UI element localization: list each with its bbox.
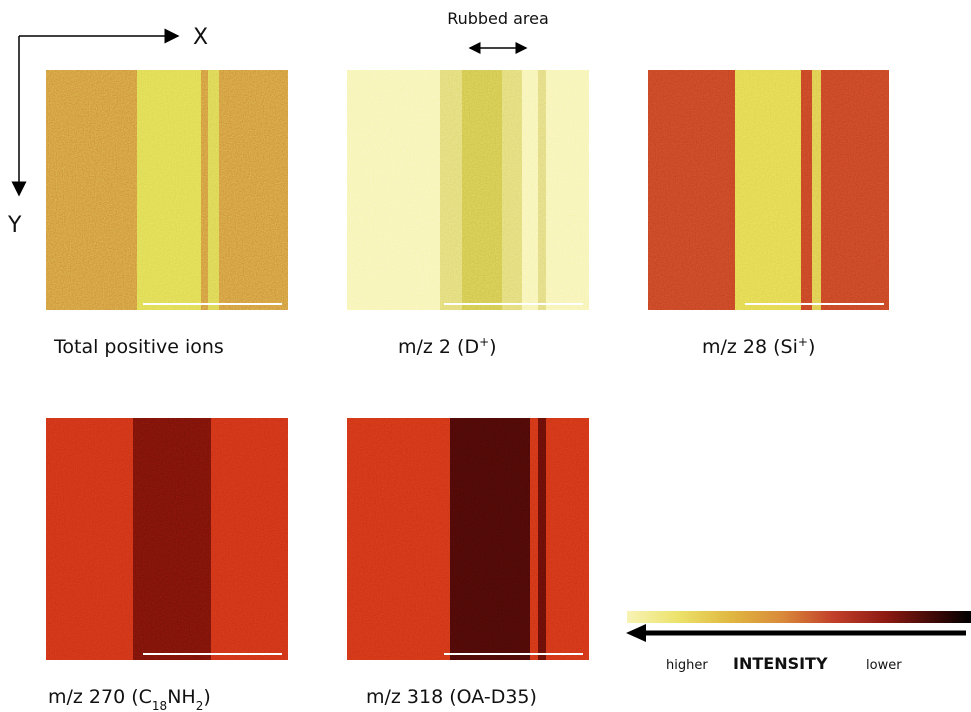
map-panel <box>46 70 288 310</box>
map-noise <box>347 418 589 660</box>
intensity-legend: higher INTENSITY lower <box>626 611 971 673</box>
map-noise <box>46 70 288 310</box>
caption-text: Total positive ions <box>53 336 224 358</box>
caption-text: m/z 28 (Si <box>702 336 798 358</box>
axis-diagram: X Y Rubbed area <box>7 9 549 238</box>
map-panel <box>648 70 889 310</box>
caption-text: m/z 270 (C <box>48 686 152 708</box>
y-label: Y <box>7 213 22 238</box>
caption-sub: 18 <box>152 699 167 712</box>
map-noise <box>648 70 889 310</box>
map-panel <box>46 418 288 660</box>
legend-arrow-head <box>626 624 646 642</box>
caption: Total positive ions <box>53 336 224 358</box>
caption: m/z 2 (D+) <box>398 335 497 358</box>
caption-sub: 2 <box>196 699 204 712</box>
legend-title: INTENSITY <box>733 654 828 673</box>
caption-text: ) <box>203 686 210 708</box>
caption-sup: + <box>479 335 489 349</box>
caption-text: NH <box>167 686 196 708</box>
map-panel <box>347 418 589 660</box>
map-noise <box>347 70 589 310</box>
caption-text: m/z 2 (D <box>398 336 479 358</box>
caption: m/z 28 (Si+) <box>702 335 815 358</box>
legend-lower: lower <box>866 658 902 673</box>
caption-sup: + <box>798 335 808 349</box>
rubbed-label: Rubbed area <box>447 9 549 28</box>
caption-text: ) <box>489 336 496 358</box>
legend-higher: higher <box>666 658 708 673</box>
caption: m/z 318 (OA-D35) <box>366 686 537 708</box>
map-noise <box>46 418 288 660</box>
caption: m/z 270 (C18NH2) <box>48 686 211 712</box>
caption-text: ) <box>808 336 815 358</box>
color-bar <box>627 611 971 623</box>
caption-text: m/z 318 (OA-D35) <box>366 686 537 708</box>
x-label: X <box>193 25 208 50</box>
map-panel <box>347 70 589 310</box>
